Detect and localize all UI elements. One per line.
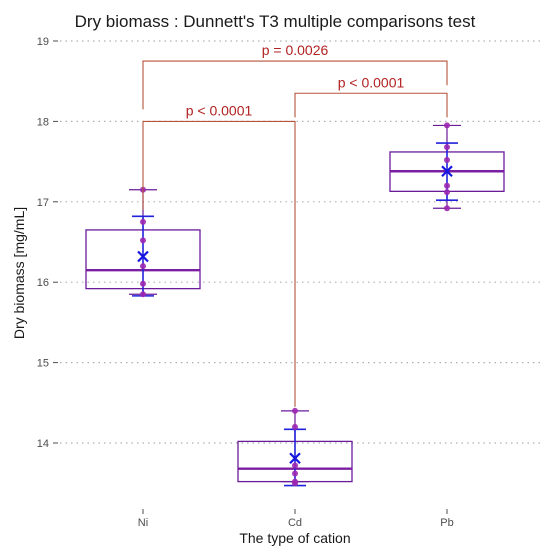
- y-tick-label: 18: [37, 116, 49, 128]
- data-point: [140, 291, 146, 298]
- data-point: [292, 423, 298, 430]
- x-tick-label: Cd: [288, 517, 302, 529]
- comparison-cd-pb: p < 0.0001: [294, 74, 448, 118]
- p-value-label: p = 0.0026: [262, 42, 329, 58]
- x-axis-title: The type of cation: [239, 530, 350, 546]
- mean-marker: [137, 250, 149, 263]
- boxplots: [85, 122, 505, 487]
- chart-title: Dry biomass : Dunnett's T3 multiple comp…: [75, 12, 476, 31]
- y-tick-label: 16: [37, 277, 49, 289]
- data-point: [140, 280, 146, 287]
- comparison-ni-cd: p < 0.0001: [142, 102, 296, 407]
- data-point: [444, 144, 450, 151]
- data-point: [292, 462, 298, 469]
- y-tick-label: 14: [37, 438, 49, 450]
- p-value-label: p < 0.0001: [338, 74, 405, 90]
- grid-lines: [60, 40, 540, 444]
- data-point: [140, 263, 146, 270]
- data-point: [292, 407, 298, 414]
- data-point: [444, 122, 450, 129]
- data-point: [292, 478, 298, 485]
- comparison-ni-pb: p = 0.0026: [142, 42, 448, 110]
- data-point: [444, 189, 450, 196]
- data-point: [292, 470, 298, 477]
- y-tick-label: 19: [37, 36, 49, 48]
- data-point: [140, 237, 146, 244]
- mean-marker: [441, 165, 453, 178]
- bracket-line: [294, 92, 448, 118]
- data-point: [444, 156, 450, 163]
- comparison-brackets: p < 0.0001 p < 0.0001 p = 0.0026: [142, 42, 448, 407]
- x-axis: Ni Cd Pb: [138, 509, 454, 529]
- x-tick-label: Ni: [138, 517, 148, 529]
- y-axis-title: Dry biomass [mg/mL]: [11, 207, 27, 339]
- y-axis: 14 15 16 17 18 19: [37, 36, 58, 450]
- x-tick-label: Pb: [440, 517, 453, 529]
- data-point: [140, 218, 146, 225]
- data-point: [444, 182, 450, 189]
- boxplot-cd: [237, 407, 353, 487]
- bracket-line: [142, 60, 448, 110]
- y-tick-label: 17: [37, 197, 49, 209]
- p-value-label: p < 0.0001: [186, 102, 253, 118]
- data-point: [444, 205, 450, 212]
- boxplot-ni: [85, 186, 201, 298]
- y-tick-label: 15: [37, 358, 49, 370]
- mean-marker: [289, 452, 301, 465]
- bracket-line: [142, 120, 296, 407]
- boxplot-pb: [389, 122, 505, 212]
